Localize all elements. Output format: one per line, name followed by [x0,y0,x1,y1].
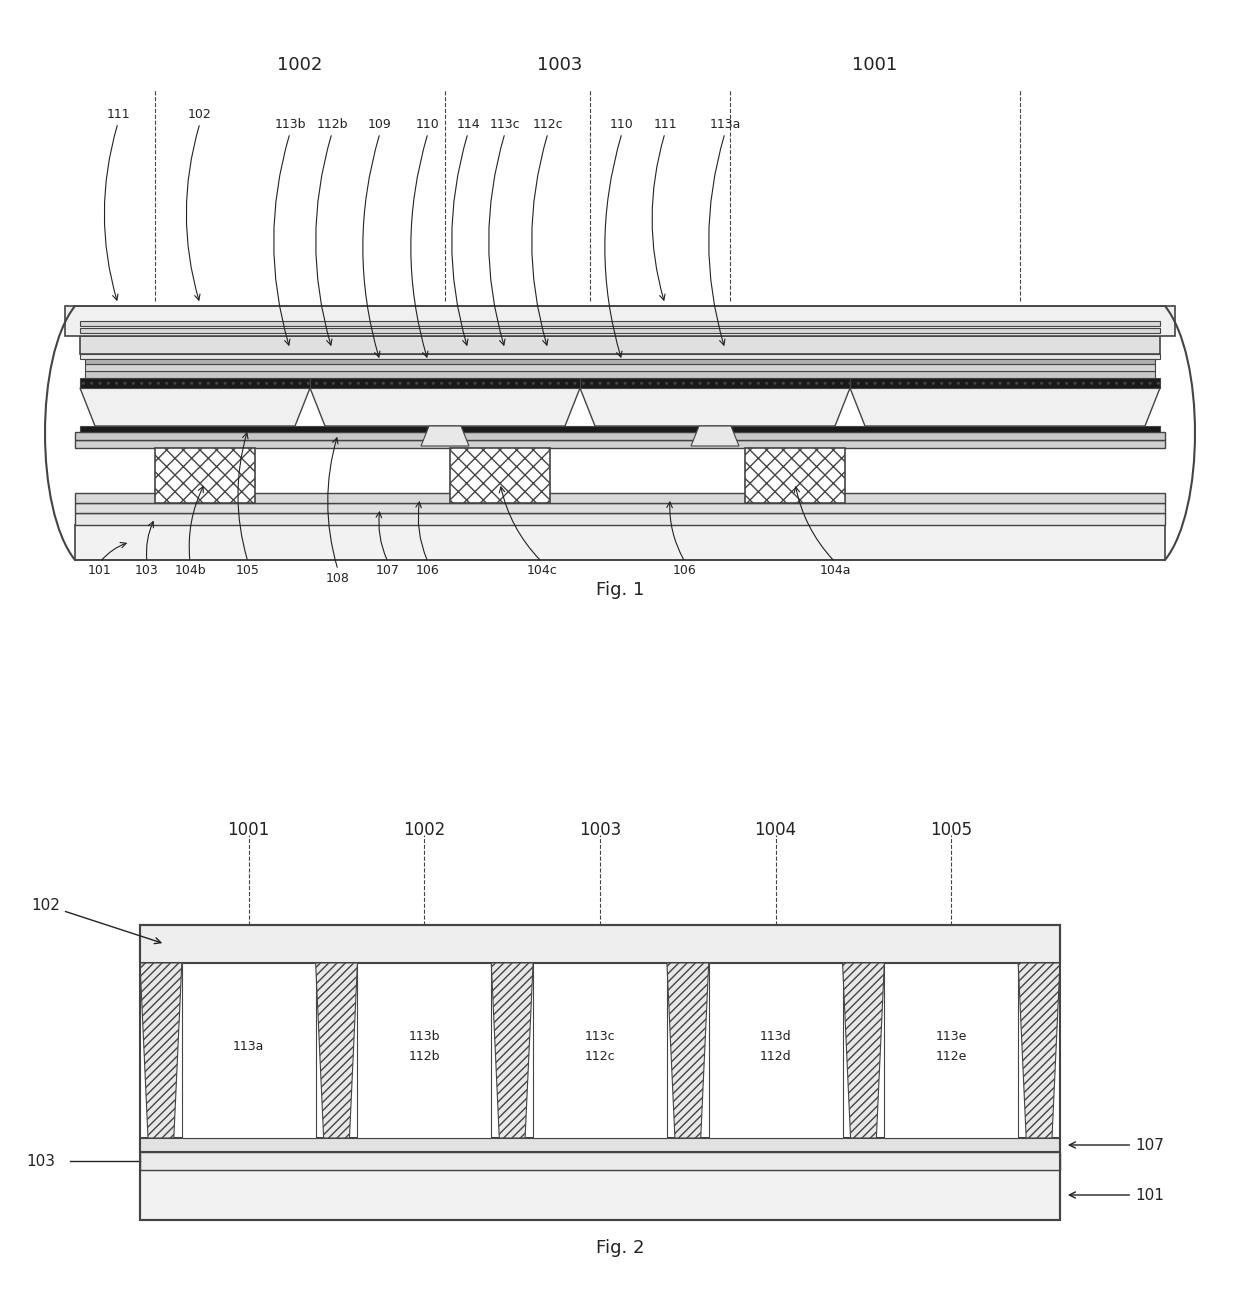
Bar [155,448,255,503]
Text: 111: 111 [107,108,130,121]
Text: 112d: 112d [760,1050,791,1063]
Text: 113d: 113d [760,1029,791,1044]
Text: 112c: 112c [533,119,563,132]
Bar [849,378,1159,388]
Bar [884,964,1018,1138]
Bar [74,440,1166,448]
Polygon shape [1018,964,1060,1138]
Bar [86,364,1154,372]
Text: 113b: 113b [409,1029,440,1044]
Text: 107: 107 [1069,1138,1164,1152]
Polygon shape [81,388,310,426]
Polygon shape [422,426,469,446]
Polygon shape [691,426,739,446]
Text: 105: 105 [236,564,260,577]
Bar [745,448,844,503]
Text: 110: 110 [610,119,634,132]
Bar [81,426,1159,432]
Bar [533,964,667,1138]
Bar [81,378,310,388]
Text: 104a: 104a [820,564,851,577]
Text: 113b: 113b [274,119,306,132]
Text: 101: 101 [1069,1188,1164,1202]
Text: 1004: 1004 [755,820,796,839]
Bar [357,964,491,1138]
Text: 101: 101 [88,564,112,577]
Bar [450,448,551,503]
Bar [86,372,1154,378]
Text: 107: 107 [376,564,401,577]
Text: 106: 106 [673,564,697,577]
Bar [81,335,1159,353]
Text: 1005: 1005 [930,820,972,839]
Polygon shape [316,964,357,1138]
Bar [580,378,849,388]
Bar [74,513,1166,525]
Text: 1002: 1002 [403,820,445,839]
Text: 1002: 1002 [278,55,322,74]
Bar [81,353,1159,359]
Bar [182,964,316,1138]
Text: 109: 109 [368,119,392,132]
Text: 102: 102 [31,898,161,944]
Text: 113c: 113c [490,119,521,132]
Bar [86,359,1154,364]
Text: Fig. 1: Fig. 1 [595,580,645,599]
Bar [74,503,1166,513]
Polygon shape [580,388,849,426]
Polygon shape [849,388,1159,426]
Text: 1001: 1001 [228,820,270,839]
Text: 1001: 1001 [852,55,898,74]
Text: 103: 103 [135,564,159,577]
Polygon shape [667,964,709,1138]
Text: 110: 110 [417,119,440,132]
Text: 113e: 113e [936,1029,967,1044]
Text: Fig. 2: Fig. 2 [595,1238,645,1256]
Text: 112b: 112b [409,1050,440,1063]
Polygon shape [140,964,182,1138]
Text: 104b: 104b [174,564,206,577]
Text: 111: 111 [653,119,677,132]
Text: 112c: 112c [585,1050,615,1063]
Bar [81,328,1159,333]
Polygon shape [842,964,884,1138]
Bar [140,925,1060,1220]
Bar [140,1138,1060,1152]
Bar [709,964,842,1138]
Text: 106: 106 [417,564,440,577]
Bar [74,432,1166,440]
Text: 103: 103 [26,1153,55,1169]
Text: 1003: 1003 [537,55,583,74]
Text: 1003: 1003 [579,820,621,839]
Bar [140,1152,1060,1170]
Text: 113a: 113a [709,119,740,132]
Text: 108: 108 [326,571,350,584]
Bar [74,525,1166,560]
Text: 113a: 113a [233,1040,264,1053]
Text: 112b: 112b [316,119,347,132]
Polygon shape [491,964,533,1138]
Bar [81,321,1159,326]
Text: 114: 114 [456,119,480,132]
Text: 113c: 113c [585,1029,615,1044]
Bar [140,925,1060,964]
Bar [74,493,1166,503]
Bar [310,378,580,388]
Bar [140,1170,1060,1220]
Text: 102: 102 [188,108,212,121]
Polygon shape [310,388,580,426]
Bar [64,306,1176,335]
Text: 104c: 104c [527,564,557,577]
Text: 112e: 112e [936,1050,967,1063]
